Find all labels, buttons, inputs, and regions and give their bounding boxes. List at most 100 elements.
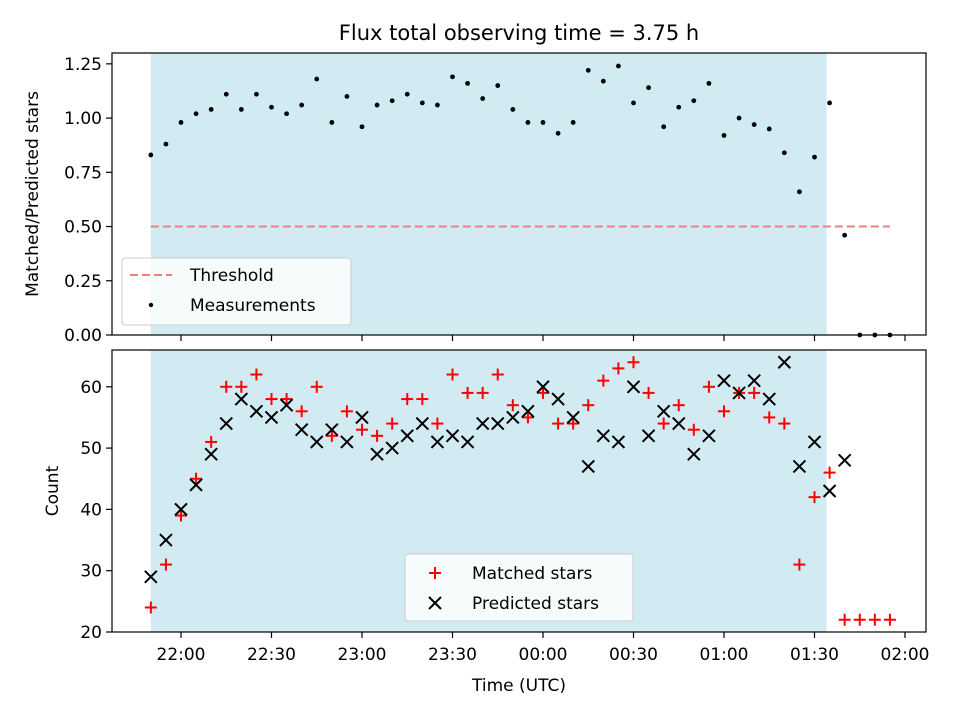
matched-star-point (763, 411, 776, 424)
matched-star-point (446, 368, 459, 381)
bottom-y-ticks: 20 30 40 50 60 (80, 378, 112, 643)
predicted-star-point (340, 435, 354, 449)
measurement-point (480, 96, 486, 101)
matched-star-point (190, 472, 203, 485)
y-tick-label: 20 (80, 623, 102, 643)
y-tick-label: 40 (80, 500, 102, 520)
matched-star-point (597, 374, 610, 387)
predicted-star-point (400, 429, 414, 443)
x-tick-label: 22:00 (157, 645, 206, 665)
predicted-star-point (596, 429, 611, 443)
matched-star-point (642, 386, 655, 399)
measurement-point (661, 124, 667, 130)
measurement-point (389, 98, 395, 104)
predicted-star-point (641, 429, 656, 443)
matched-star-point (718, 405, 730, 418)
measurement-point (269, 104, 274, 110)
matched-stars-points (144, 356, 896, 626)
matched-star-point (582, 399, 595, 412)
measurement-point (178, 120, 184, 125)
y-tick-label: 30 (80, 562, 102, 582)
top-legend-box (121, 257, 352, 326)
chart-title: Flux total observing time = 3.75 h (339, 21, 699, 45)
matched-star-point (325, 429, 338, 442)
measurement-point (781, 150, 787, 156)
measurement-point (450, 74, 455, 80)
measurement-point (344, 93, 350, 99)
matched-star-point (310, 380, 323, 393)
predicted-star-point (219, 416, 233, 431)
matched-star-point (476, 386, 489, 399)
predicted-star-point (430, 435, 445, 449)
matched-star-point (883, 613, 896, 626)
x-tick-label: 02:00 (881, 645, 930, 665)
measurement-point (585, 67, 591, 73)
predicted-star-point (310, 435, 324, 449)
predicted-star-point (234, 392, 249, 406)
matched-star-point (838, 613, 851, 626)
predicted-star-point (717, 373, 731, 388)
measurement-point (706, 80, 712, 86)
predicted-star-point (536, 380, 550, 394)
measurement-point (404, 91, 410, 97)
predicted-star-point (279, 398, 294, 412)
matched-star-point (627, 356, 640, 369)
matched-star-point (220, 380, 233, 393)
matched-star-point (431, 417, 444, 430)
x-tick-label: 23:00 (338, 645, 387, 665)
measurement-point (616, 63, 621, 69)
measurement-point (570, 120, 576, 125)
predicted-star-point (672, 416, 686, 431)
matched-star-point (657, 417, 670, 430)
matched-star-point (853, 613, 866, 626)
x-axis-label: Time (UTC) (471, 676, 566, 696)
measurement-point (797, 189, 802, 195)
predicted-star-point (566, 410, 580, 425)
top-y-ticks: 0.00 0.25 0.50 0.75 1.00 1.25 (64, 55, 112, 346)
matched-star-point (552, 417, 565, 430)
y-tick-label: 1.00 (64, 109, 102, 129)
x-tick-label: 01:00 (700, 645, 749, 665)
predicted-star-point (370, 447, 384, 461)
top-plot-frame (111, 52, 927, 336)
predicted-star-point (732, 386, 746, 400)
measurement-point (329, 120, 335, 125)
matched-star-point (159, 558, 172, 571)
measurement-point (374, 102, 380, 108)
matched-star-point (371, 429, 384, 442)
matched-star-point (356, 423, 368, 436)
legend-matched-swatch (429, 567, 441, 579)
legend-matched-label: Matched stars (472, 564, 592, 584)
predicted-star-point (294, 422, 309, 437)
predicted-star-point (626, 380, 641, 394)
measurement-point (238, 107, 244, 112)
x-tick-label: 00:00 (519, 645, 568, 665)
measurement-point (359, 124, 365, 130)
predicted-star-point (491, 416, 505, 431)
matched-star-point (612, 362, 625, 375)
predicted-star-point (189, 478, 203, 492)
legend-predicted-swatch (428, 596, 442, 610)
legend-measurements-swatch (148, 302, 154, 308)
y-tick-label: 0.00 (64, 326, 102, 346)
predicted-star-point (822, 484, 837, 498)
x-tick-label: 23:30 (428, 645, 477, 665)
measurement-point (208, 107, 214, 112)
predicted-star-point (777, 355, 792, 369)
measurement-point (691, 98, 697, 104)
y-tick-label: 0.50 (64, 218, 102, 238)
matched-star-point (672, 399, 685, 412)
predicted-star-point (144, 570, 158, 584)
measurement-point (148, 152, 154, 158)
matched-star-point (235, 380, 248, 393)
measurement-point (540, 120, 546, 125)
measurement-point (525, 120, 531, 125)
predicted-star-point (551, 392, 565, 406)
predicted-star-point (475, 416, 490, 431)
measurement-point (254, 91, 259, 97)
matched-star-point (823, 466, 836, 479)
predicted-star-point (385, 441, 399, 455)
top-y-axis-label: Matched/Predicted stars (23, 91, 43, 297)
matched-star-point (521, 411, 534, 424)
predicted-star-point (204, 447, 218, 461)
